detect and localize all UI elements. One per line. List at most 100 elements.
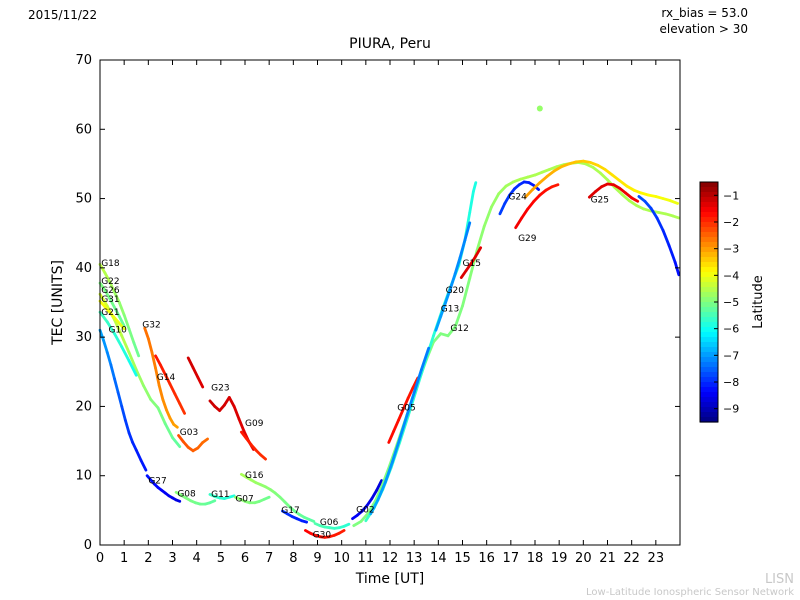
colorbar-tick-label: −8 [723,376,739,389]
trace-G14 [159,363,167,376]
trace-G05 [392,418,400,433]
colorbar-gradient [700,247,718,253]
trace-G02 [365,497,374,507]
trace-G18 [132,341,141,358]
colorbar-gradient [700,277,718,283]
trace-point-DOT [536,105,543,112]
trace-G24 [503,193,512,205]
trace-G21 [113,332,124,349]
satellite-label-G23: G23 [211,383,229,393]
trace-G10 [134,448,143,462]
trace-G09 [259,453,267,461]
trace-G12 [598,171,609,182]
trace-G15 [464,262,473,273]
trace-G26 [113,318,124,338]
trace-G32 [165,408,172,420]
satellite-label-G18: G18 [101,259,120,269]
colorbar-label: Latitude [751,275,766,329]
trace-G26 [127,350,138,372]
satellite-label-G22: G22 [101,277,119,287]
satellite-label-G26: G26 [101,286,120,296]
trace-G12 [591,165,602,175]
trace-G12 [497,184,508,196]
colorbar-gradient [700,347,718,353]
colorbar-gradient [700,222,718,228]
trace-G11 [227,494,236,499]
trace-G31 [98,299,108,310]
trace-C2 [391,437,402,464]
colorbar-tick-label: −7 [723,349,739,362]
x-tick-label: 13 [406,551,423,566]
trace-G03 [201,437,209,444]
x-tick-label: 23 [648,551,665,566]
trace-G21 [105,320,116,336]
x-tick-label: 22 [623,551,640,566]
trace-G12 [359,511,370,523]
x-tick-label: 14 [430,551,447,566]
colorbar-gradient [700,402,718,408]
trace-G10 [120,405,127,422]
watermark-lisn: LISN [764,571,794,587]
trace-G25 [630,196,640,203]
trace-C2 [369,498,380,516]
trace-G13 [468,190,475,214]
colorbar-gradient [700,187,718,193]
colorbar-gradient [700,417,718,423]
trace-G29 [520,207,530,220]
trace-C2 [383,460,394,485]
colorbar-gradient [700,257,718,263]
trace-G32 [157,384,165,401]
trace-G29 [514,216,524,230]
trace-G26 [98,292,109,308]
watermark: LISN Low-Latitude Ionospheric Sensor Net… [586,571,794,598]
satellite-label-G27: G27 [148,476,166,486]
trace-G12 [381,463,392,486]
trace-Y1 [610,173,621,182]
trace-G14 [173,392,182,406]
trace-Y1 [523,188,534,199]
trace-Y1 [531,181,542,191]
trace-G05 [401,396,410,411]
trace-G12 [374,482,385,503]
trace-G22 [98,281,107,292]
satellite-label-G09: G09 [245,419,264,429]
colorbar-gradient [700,412,718,418]
trace-G10 [113,377,120,394]
trace-G32 [161,398,168,412]
trace-Y1 [603,168,614,177]
colorbar-tick-label: −3 [723,243,739,256]
trace-Y1 [668,199,679,205]
trace-Y1 [538,174,549,185]
x-tick-label: 1 [120,551,128,566]
colorbar-tick-label: −9 [723,403,739,416]
trace-G12 [671,214,681,220]
trace-C2 [405,391,416,417]
trace-G32 [146,337,154,354]
trace-C2 [376,481,387,502]
colorbar-gradient [700,377,718,383]
colorbar-tick-label: −2 [723,216,739,229]
x-tick-label: 16 [478,551,495,566]
colorbar-gradient [700,287,718,293]
elevation-label: elevation > 30 [659,21,749,36]
satellite-label-G16: G16 [245,471,264,481]
satellite-label-G10: G10 [108,325,127,335]
colorbar-gradient [700,322,718,328]
y-tick-label: 40 [75,261,92,276]
colorbar-gradient [700,352,718,358]
trace-G20 [439,301,447,318]
colorbar-gradient [700,337,718,343]
watermark-network: Low-Latitude Ionospheric Sensor Network [586,587,794,598]
trace-G02 [375,479,383,492]
trace-G14 [178,402,186,415]
y-tick-label: 0 [84,538,92,553]
trace-G26 [149,398,160,410]
satellite-label-G21: G21 [101,308,119,318]
trace-G22 [103,288,112,300]
y-tick-label: 70 [75,53,92,68]
x-tick-label: 5 [217,551,225,566]
satellite-label-G15: G15 [463,259,481,269]
trace-G18 [113,290,121,304]
trace-G14 [163,373,172,386]
y-tick-label: 30 [75,330,92,345]
